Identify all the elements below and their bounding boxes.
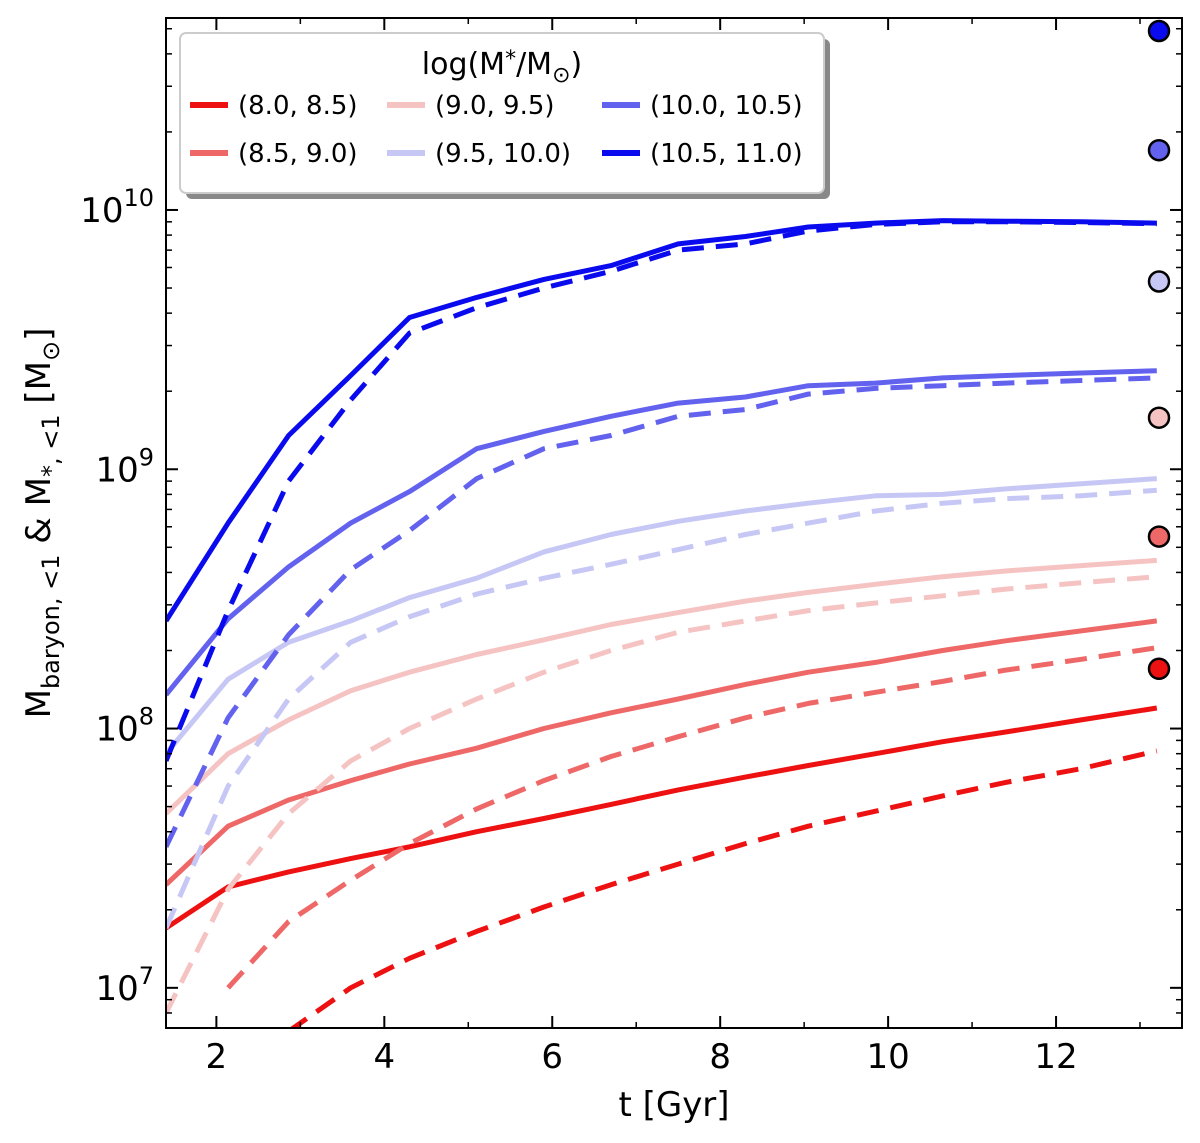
y-title-unit: [M [19, 361, 59, 414]
legend-title-main: log(M [422, 47, 505, 82]
y-title-sub1: baryon, <1 [37, 555, 65, 690]
y-title-close: ] [19, 328, 59, 341]
series-5-solid-line [166, 218, 1157, 623]
series-1-endpoint-marker [1147, 525, 1171, 548]
plot-frame [165, 17, 1183, 1029]
x-tick-label: 8 [709, 1037, 731, 1077]
series-1-dashed-line [226, 645, 1158, 990]
series-0-solid-line [166, 705, 1158, 931]
y-tick-exponent: 9 [139, 443, 154, 471]
y-tick-label: 108 [95, 703, 154, 750]
legend-label-0: (8.0, 8.5) [238, 91, 358, 121]
y-tick-exponent: 7 [139, 962, 154, 990]
series-4-solid-line [166, 368, 1157, 697]
legend-title-end: ) [571, 47, 583, 82]
y-axis-title: Mbaryon, <1 & M*, <1 [M⊙] [19, 328, 65, 719]
legend-label-2: (9.0, 9.5) [435, 91, 555, 121]
series-4-dashed-line [166, 375, 1157, 848]
y-title-main: M [19, 689, 59, 718]
x-tick-label: 2 [206, 1037, 228, 1077]
y-tick-label: 107 [95, 962, 154, 1009]
x-tick-label: 10 [866, 1037, 909, 1077]
y-title-sun: ⊙ [37, 341, 65, 361]
x-tick-label: 12 [1034, 1037, 1077, 1077]
series-5-endpoint-marker [1147, 19, 1171, 43]
y-tick-exponent: 10 [123, 184, 154, 212]
series-3-solid-line [166, 476, 1157, 756]
legend-title-star: * [505, 47, 516, 72]
y-tick-base: 10 [80, 191, 123, 231]
series-2-endpoint-marker [1147, 406, 1171, 429]
y-title-sub2: *, <1 [37, 414, 65, 477]
legend-label-1: (8.5, 9.0) [238, 139, 358, 169]
series-0-dashed-line [288, 748, 1158, 1028]
series-2-solid-line [166, 557, 1157, 816]
series-layer [166, 218, 1158, 1028]
series-4-endpoint-marker [1147, 138, 1171, 162]
series-2-dashed-line [166, 574, 1157, 1015]
legend-title-sun: ⊙ [552, 63, 570, 88]
x-tick-label: 4 [373, 1037, 395, 1077]
legend-title: log(M*/M⊙) [422, 47, 582, 88]
y-tick-exponent: 8 [139, 703, 154, 731]
legend-items: (8.0, 8.5) (8.5, 9.0) (9.0, 9.5) (9.5, 10.0… [190, 91, 803, 169]
legend-label-4: (10.0, 10.5) [650, 91, 803, 121]
legend: log(M*/M⊙) (8.0, 8.5) (8.5, 9.0) (9.0, 9.5… [179, 32, 830, 199]
y-tick-label: 109 [95, 443, 154, 490]
series-5-dashed-line [166, 219, 1157, 762]
legend-label-5: (10.5, 11.0) [650, 139, 803, 169]
y-title-amp: & M [19, 477, 59, 554]
y-tick-base: 10 [95, 450, 138, 490]
y-tick-base: 10 [95, 710, 138, 750]
series-3-dashed-line [166, 487, 1157, 930]
endpoint-layer [1147, 19, 1171, 681]
x-axis-title: t [Gyr] [618, 1085, 729, 1125]
legend-label-3: (9.5, 10.0) [435, 139, 571, 169]
y-tick-base: 10 [95, 969, 138, 1009]
x-tick-label: 6 [541, 1037, 563, 1077]
series-0-endpoint-marker [1147, 657, 1171, 681]
legend-box [179, 32, 825, 194]
series-3-endpoint-marker [1147, 270, 1171, 293]
y-tick-label: 1010 [80, 184, 154, 231]
legend-title-mid: /M [516, 47, 552, 82]
